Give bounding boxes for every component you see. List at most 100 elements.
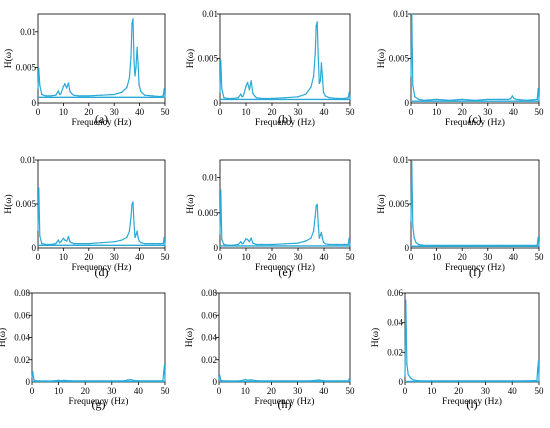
data-point [328, 243, 330, 246]
plot-frame [31, 292, 166, 383]
data-point [60, 241, 62, 243]
data-point [415, 242, 417, 244]
data-point [38, 68, 40, 70]
y-tick-label: 0.005 [16, 62, 37, 72]
data-point [411, 13, 413, 15]
y-tick-label: 0 [405, 243, 410, 253]
data-point [253, 95, 256, 97]
data-point [132, 379, 134, 381]
x-tick-label: 10 [242, 107, 252, 117]
x-tick-label: 30 [107, 386, 117, 396]
data-point [41, 242, 43, 245]
data-point [323, 380, 325, 382]
data-point [218, 378, 220, 380]
data-point [57, 379, 60, 381]
y-axis-label: H(ω) [184, 328, 195, 347]
data-point [138, 240, 140, 242]
data-point [319, 234, 322, 236]
data-point [322, 91, 325, 94]
panel-g: 0 10 20 30 40 50 0 0.02 0.04 0.06 0.08 Frequency (H… [0, 288, 170, 411]
x-axis-label: Frequency (Hz) [72, 262, 132, 273]
x-tick-label: 20 [268, 107, 278, 117]
data-point [324, 243, 326, 245]
data-point [151, 380, 153, 382]
y-tick-label: 0 [399, 377, 404, 387]
data-point [348, 237, 350, 239]
data-point [50, 243, 52, 246]
data-point [242, 242, 245, 244]
y-tick-label: 0.04 [387, 318, 403, 328]
data-point [512, 244, 515, 247]
data-point [129, 378, 132, 381]
x-tick-label: 30 [110, 252, 120, 262]
plot-frame [219, 159, 351, 249]
data-point [221, 238, 223, 241]
panel-label: (a) [95, 112, 108, 126]
x-tick-label: 10 [241, 386, 251, 396]
data-point [255, 243, 258, 246]
data-point [414, 96, 416, 98]
data-point [138, 84, 140, 86]
data-point [474, 244, 476, 247]
data-point [67, 82, 70, 84]
series-line [410, 13, 540, 101]
y-tick-label: 0.04 [201, 333, 217, 343]
data-point [237, 243, 239, 246]
data-point [55, 94, 57, 96]
data-point [412, 379, 414, 381]
data-point [64, 83, 66, 85]
data-point [347, 380, 349, 382]
panel-label: (b) [278, 112, 292, 126]
x-tick-label: 30 [483, 252, 493, 262]
x-axis-label: Frequency (Hz) [445, 262, 505, 273]
x-tick-label: 10 [432, 107, 442, 117]
y-tick-label: 0.02 [201, 355, 217, 365]
x-tick-label: 40 [135, 252, 145, 262]
data-point [249, 379, 252, 381]
data-point [257, 380, 259, 382]
y-tick-label: 0 [32, 243, 37, 253]
series-line [404, 299, 540, 382]
data-point [164, 244, 166, 247]
x-tick-label: 10 [427, 386, 437, 396]
x-axis-label: Frequency (Hz) [445, 117, 505, 128]
data-point [474, 99, 476, 102]
x-tick-label: 50 [346, 107, 356, 117]
data-point [246, 81, 249, 84]
data-point [227, 244, 229, 246]
data-point [135, 66, 137, 69]
x-tick-label: 50 [535, 386, 545, 396]
data-point [126, 86, 128, 89]
y-tick-label: 0.005 [16, 199, 37, 209]
data-point [37, 229, 39, 232]
data-point [62, 85, 65, 88]
data-point [321, 237, 324, 239]
plot-frame [404, 292, 540, 383]
series-line [410, 161, 540, 247]
data-point [315, 24, 317, 27]
y-axis-label: H(ω) [3, 49, 14, 68]
x-tick-label: 50 [535, 107, 545, 117]
x-tick-label: 40 [320, 252, 330, 262]
x-axis-label: Frequency (Hz) [72, 117, 132, 128]
x-tick-label: 10 [242, 252, 252, 262]
data-point [247, 379, 249, 381]
data-point [538, 245, 540, 247]
data-point [162, 95, 164, 97]
data-point [418, 243, 420, 246]
data-point [349, 245, 351, 247]
data-point [111, 380, 113, 382]
data-point [328, 97, 330, 99]
panel-label: (h) [278, 397, 292, 411]
y-axis-label: H(ω) [376, 194, 387, 213]
plot-frame [37, 159, 166, 249]
data-point [349, 98, 351, 101]
data-point [223, 243, 225, 246]
data-point [55, 242, 57, 245]
x-axis-label: Frequency (Hz) [255, 396, 315, 407]
data-point [100, 94, 103, 96]
x-tick-label: 20 [267, 386, 277, 396]
y-tick-label: 0.01 [20, 155, 36, 165]
data-point [226, 380, 228, 382]
